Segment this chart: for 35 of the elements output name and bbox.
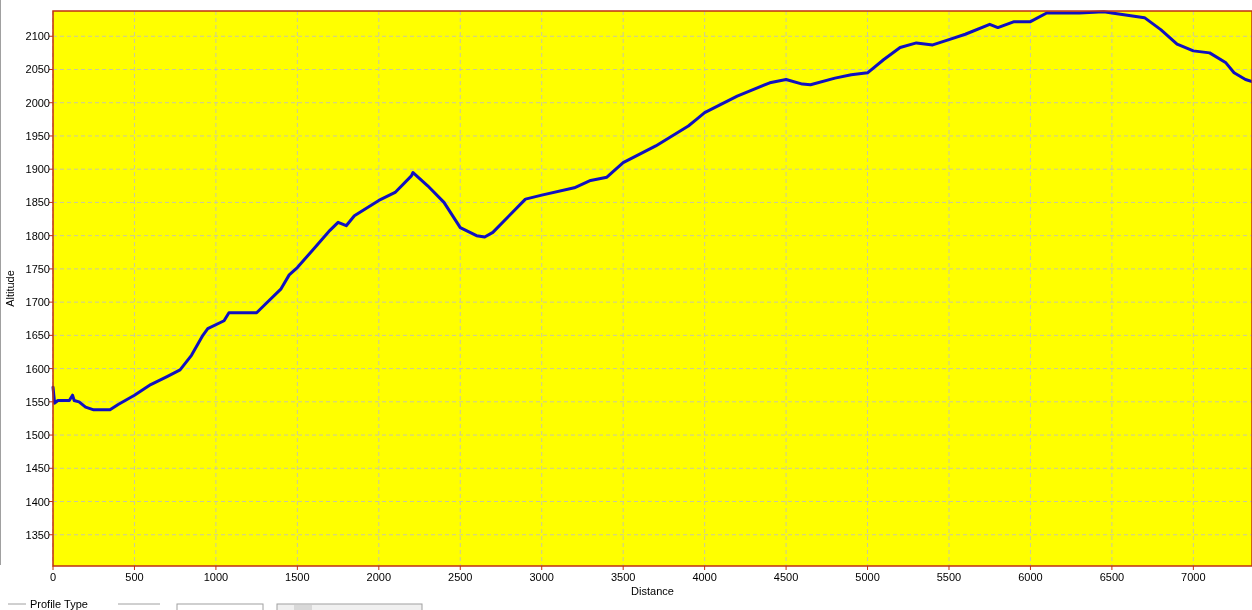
y-tick-label: 1900 — [25, 163, 50, 176]
y-tick-label: 1450 — [25, 462, 50, 475]
y-tick-label: 1600 — [25, 362, 50, 375]
y-tick-label: 1400 — [25, 495, 50, 508]
y-tick-label: 1550 — [25, 395, 50, 408]
x-axis-title: Distance — [631, 585, 674, 597]
y-tick-label: 1700 — [25, 296, 50, 309]
y-tick-label: 1650 — [25, 329, 50, 342]
y-tick-label: 2000 — [25, 96, 50, 109]
y-tick-label: 1750 — [25, 262, 50, 275]
x-tick-label: 5500 — [936, 571, 962, 583]
x-tick-label: 1500 — [285, 571, 310, 583]
x-tick-label: 4000 — [692, 571, 717, 583]
x-tick-label: 6000 — [1018, 571, 1043, 583]
y-tick-label: 1950 — [25, 129, 50, 142]
x-tick-label: 4500 — [773, 571, 799, 583]
x-tick-label: 7000 — [1181, 571, 1206, 583]
y-tick-label: 1800 — [25, 229, 50, 242]
x-tick-label: 6500 — [1099, 571, 1125, 583]
y-tick-label: 1350 — [25, 528, 50, 541]
x-tick-label: 3000 — [529, 571, 554, 583]
x-tick-label: 0 — [49, 571, 57, 583]
x-tick-label: 2000 — [366, 571, 392, 583]
x-tick-label: 2500 — [448, 571, 473, 583]
y-tick-label: 1500 — [25, 429, 50, 442]
y-tick-label: 1850 — [25, 196, 50, 209]
text: Profile Type — [30, 598, 88, 610]
x-tick-label: 500 — [125, 571, 144, 583]
x-tick-label: 3500 — [610, 571, 636, 583]
line-series — [51, 10, 1252, 412]
y-tick-label: 2050 — [25, 63, 50, 76]
y-axis-title: Altitude — [4, 270, 16, 307]
x-tick-label: 1000 — [203, 571, 229, 583]
y-tick-label: 2100 — [25, 30, 50, 43]
x-tick-label: 5000 — [855, 571, 880, 583]
